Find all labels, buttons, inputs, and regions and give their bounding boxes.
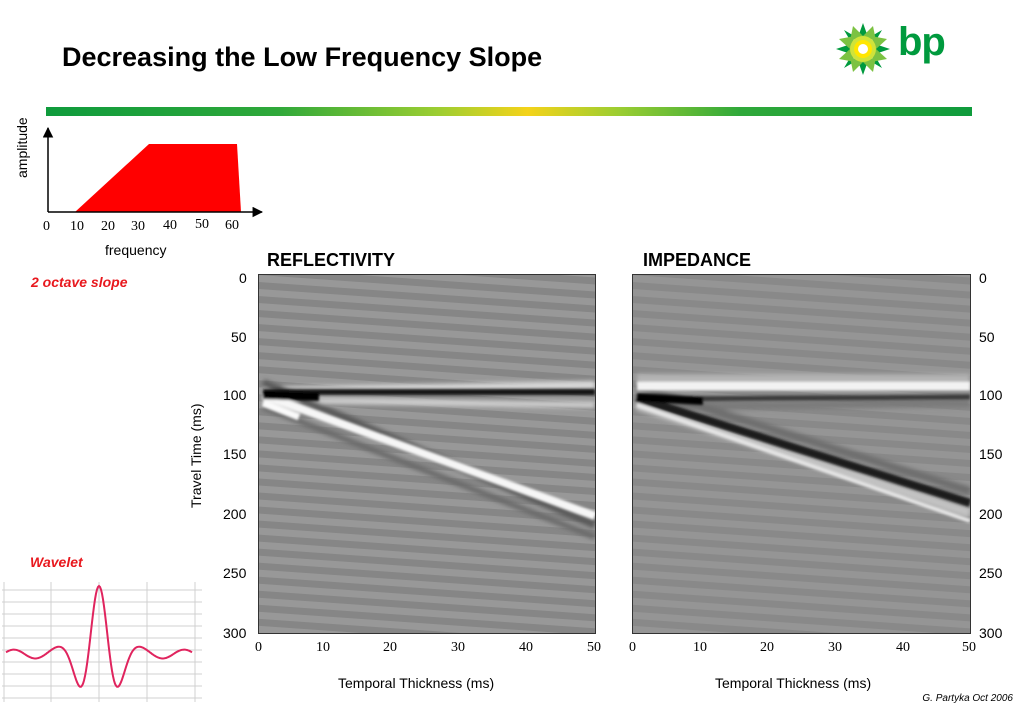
spectrum-tick: 10	[70, 219, 84, 234]
impedance-title: IMPEDANCE	[643, 250, 752, 270]
y-tick: 250	[223, 565, 247, 581]
header-divider	[46, 107, 972, 116]
spectrum-x-label: frequency	[105, 242, 167, 258]
y-tick: 150	[223, 446, 247, 462]
spectrum-tick: 60	[225, 218, 239, 233]
spectrum-tick: 20	[101, 219, 115, 234]
travel-time-axis-label: Travel Time (ms)	[188, 403, 204, 508]
x-tick: 20	[760, 640, 774, 655]
author-credit: G. Partyka Oct 2006	[922, 693, 1013, 704]
impedance-x-label: Temporal Thickness (ms)	[715, 675, 872, 691]
y-tick-right: 300	[979, 625, 1003, 641]
bp-helios-icon	[834, 22, 892, 76]
slope-note: 2 octave slope	[31, 274, 128, 290]
y-tick-right: 100	[979, 387, 1003, 403]
x-tick: 30	[828, 640, 842, 655]
x-tick: 40	[896, 640, 910, 655]
bp-logo-text: bp	[898, 20, 946, 64]
wavelet-plot	[2, 582, 202, 706]
x-tick: 20	[383, 640, 397, 655]
wavelet-grid	[2, 582, 202, 702]
x-tick: 10	[693, 640, 707, 655]
wavelet-label: Wavelet	[30, 554, 83, 570]
spectrum-y-label: amplitude	[14, 117, 30, 178]
reflectivity-title: REFLECTIVITY	[267, 250, 396, 270]
reflectivity-x-label: Temporal Thickness (ms)	[338, 675, 495, 691]
reflectivity-seismic-image	[258, 274, 596, 634]
y-tick: 200	[223, 506, 247, 522]
x-tick: 50	[587, 640, 601, 655]
spectrum-tick: 30	[131, 219, 145, 234]
x-tick: 10	[316, 640, 330, 655]
x-tick: 50	[962, 640, 976, 655]
page-title: Decreasing the Low Frequency Slope	[62, 42, 543, 72]
frequency-spectrum-diagram	[40, 124, 270, 224]
spectrum-tick: 50	[195, 217, 209, 232]
x-tick: 0	[255, 640, 262, 655]
y-tick-right: 50	[979, 329, 995, 345]
x-tick: 30	[451, 640, 465, 655]
y-tick: 300	[223, 625, 247, 641]
y-tick-right: 250	[979, 565, 1003, 581]
y-tick: 50	[231, 329, 247, 345]
y-tick: 100	[223, 387, 247, 403]
x-tick: 0	[629, 640, 636, 655]
impedance-seismic-image	[632, 274, 971, 634]
y-tick: 0	[239, 270, 247, 286]
x-tick: 40	[519, 640, 533, 655]
spectrum-tick: 40	[163, 218, 177, 233]
y-tick-right: 200	[979, 506, 1003, 522]
y-tick-right: 150	[979, 446, 1003, 462]
spectrum-tick: 0	[43, 219, 50, 234]
wavelet-curve	[5, 584, 193, 688]
amplitude-spectrum-fill	[75, 144, 241, 212]
y-tick-right: 0	[979, 270, 987, 286]
